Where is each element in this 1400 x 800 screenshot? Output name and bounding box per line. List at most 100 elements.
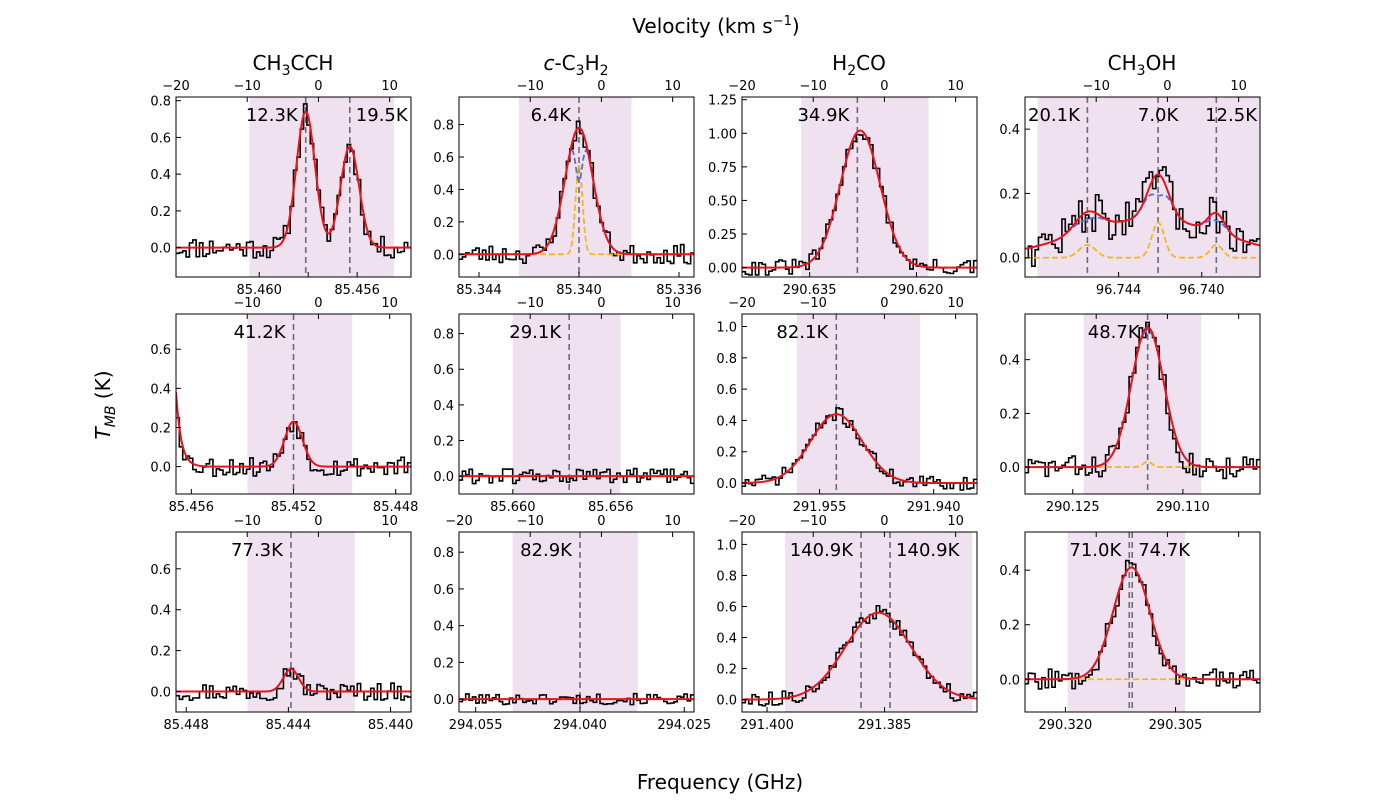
panel-frame — [741, 313, 978, 495]
vel-tick-label: −20 — [445, 514, 472, 529]
panel-frame — [175, 96, 412, 278]
y-tick-label: 0.4 — [150, 604, 171, 619]
panel-r2-c0: 0.0 0.2 0.4 0.6 85.448 85.444 85.440 −10 0 10 77.3… — [150, 514, 413, 733]
vel-tick-label: 10 — [947, 79, 964, 94]
y-tick-label: 1.00 — [708, 127, 737, 142]
y-tick-label: 0.2 — [150, 205, 171, 220]
vel-tick-label: 0 — [314, 296, 322, 311]
column-title-ch3oh: CH3OH — [1108, 51, 1177, 79]
component-fit-orange — [1025, 221, 1260, 259]
excitation-temperature-label: 19.5K — [356, 105, 409, 126]
total-fit — [176, 668, 411, 693]
observed-spectrum — [176, 667, 411, 701]
vel-tick-label: 10 — [1230, 79, 1247, 94]
freq-tick-label: 290.125 — [1046, 500, 1100, 515]
y-tick-label: 0.8 — [433, 546, 454, 561]
vel-tick-label: 0 — [880, 79, 888, 94]
vel-tick-label: 10 — [947, 296, 964, 311]
total-fit — [1025, 326, 1260, 469]
panel-frame — [741, 96, 978, 278]
freq-tick-label: 85.444 — [266, 718, 312, 733]
y-tick-label: 0.0 — [999, 252, 1020, 267]
vel-tick-label: 0 — [880, 296, 888, 311]
y-tick-label: 0.4 — [150, 168, 171, 183]
y-tick-label: 0.0 — [150, 242, 171, 257]
freq-tick-label: 290.110 — [1156, 500, 1210, 515]
excitation-temperature-label: 12.3K — [246, 105, 299, 126]
y-tick-label: 0.2 — [150, 421, 171, 436]
total-fit — [742, 129, 977, 269]
observed-spectrum — [1025, 166, 1260, 268]
y-tick-label: 1.25 — [708, 94, 737, 109]
y-tick-label: 0.6 — [716, 383, 737, 398]
vel-tick-label: −10 — [233, 79, 260, 94]
total-fit — [176, 392, 411, 468]
excitation-temperature-label: 41.2K — [234, 322, 287, 343]
excitation-temperature-label: 77.3K — [231, 540, 284, 561]
y-tick-label: 0.00 — [708, 262, 737, 277]
y-tick-label: 0.6 — [150, 563, 171, 578]
vel-tick-label: −10 — [233, 514, 260, 529]
panel-frame — [175, 531, 412, 713]
y-tick-label: 0.8 — [716, 569, 737, 584]
freq-tick-label: 290.305 — [1149, 718, 1203, 733]
vel-tick-label: −10 — [1082, 79, 1109, 94]
y-tick-label: 0.2 — [716, 663, 737, 678]
vel-tick-label: 10 — [381, 514, 398, 529]
excitation-temperature-label: 82.9K — [520, 540, 573, 561]
panel-frame — [741, 531, 978, 713]
panel-r1-c1: 0.0 0.2 0.4 0.6 0.8 85.660 85.656 −10 0 10 29.1K — [433, 296, 695, 515]
y-tick-label: 0.0 — [716, 477, 737, 492]
excitation-temperature-label: 74.7K — [1138, 540, 1191, 561]
freq-tick-label: 290.320 — [1039, 718, 1093, 733]
panel-frame — [458, 531, 695, 713]
panel-r0-c2: 0.00 0.25 0.50 0.75 1.00 1.25 290.635 290.620 −2… — [708, 79, 978, 298]
y-tick-label: 0.6 — [150, 131, 171, 146]
freq-tick-label: 96.740 — [1179, 283, 1225, 298]
panel-frame — [1024, 313, 1261, 495]
panel-r2-c1: 0.0 0.2 0.4 0.6 0.8 294.055 294.040 294.025 −20 −… — [433, 514, 711, 733]
freq-tick-label: 85.448 — [373, 500, 419, 515]
y-tick-label: 0.6 — [433, 363, 454, 378]
total-fit — [176, 110, 411, 249]
freq-tick-label: 85.440 — [368, 718, 414, 733]
y-tick-label: 0.8 — [150, 95, 171, 110]
total-fit — [459, 126, 694, 256]
freq-tick-label: 85.456 — [169, 500, 215, 515]
total-fit — [742, 611, 977, 701]
y-tick-label: 0.4 — [716, 632, 737, 647]
vel-tick-label: 10 — [947, 514, 964, 529]
vel-tick-label: 0 — [314, 514, 322, 529]
freq-tick-label: 291.940 — [907, 500, 961, 515]
freq-tick-label: 96.744 — [1096, 283, 1142, 298]
freq-tick-label: 85.656 — [588, 500, 634, 515]
y-tick-label: 0.2 — [433, 656, 454, 671]
panel-r0-c3: 0.0 0.2 0.4 96.744 96.740 −10 0 10 20.1K 7.0K 12.5… — [999, 79, 1261, 298]
vel-tick-label: −20 — [728, 296, 755, 311]
freq-tick-label: 291.400 — [740, 718, 794, 733]
y-tick-label: 0.0 — [999, 673, 1020, 688]
excitation-temperature-label: 140.9K — [790, 540, 855, 561]
y-tick-label: 0.2 — [999, 407, 1020, 422]
vel-tick-label: −10 — [799, 79, 826, 94]
y-tick-label: 0.4 — [433, 620, 454, 635]
panel-r1-c0: 0.0 0.2 0.4 0.6 85.456 85.452 85.448 −10 0 10 41.2… — [150, 296, 418, 515]
y-tick-label: 0.4 — [999, 564, 1020, 579]
y-tick-label: 0.4 — [716, 414, 737, 429]
vel-tick-label: 0 — [597, 514, 605, 529]
y-tick-label: 0.2 — [999, 187, 1020, 202]
y-tick-label: 1.0 — [716, 321, 737, 336]
freq-tick-label: 85.460 — [236, 283, 282, 298]
tmb-axis-title: TMB (K) — [91, 371, 119, 440]
integration-band — [247, 314, 353, 494]
freq-tick-label: 85.336 — [656, 283, 702, 298]
y-tick-label: 1.0 — [716, 538, 737, 553]
frequency-axis-title: Frequency (GHz) — [637, 770, 803, 794]
excitation-temperature-label: 6.4K — [531, 105, 573, 126]
excitation-temperature-label: 140.9K — [896, 540, 961, 561]
integration-band — [785, 532, 973, 712]
integration-band — [796, 314, 920, 494]
y-tick-label: 0.4 — [433, 399, 454, 414]
excitation-temperature-label: 20.1K — [1028, 105, 1081, 126]
vel-tick-label: −20 — [728, 79, 755, 94]
